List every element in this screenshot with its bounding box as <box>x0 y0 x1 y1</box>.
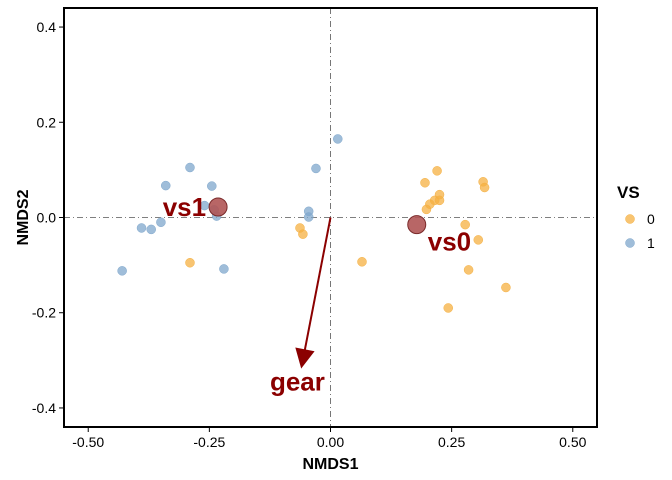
y-tick-label: 0.0 <box>37 210 57 226</box>
gear-vector-arrowhead <box>295 347 315 369</box>
data-point-vs0 <box>434 195 445 206</box>
data-point-vs0 <box>357 257 367 267</box>
data-point-vs0 <box>501 282 511 293</box>
data-point-vs0 <box>421 204 432 215</box>
y-tick-label: 0.2 <box>37 114 57 130</box>
legend-key-0 <box>625 214 635 224</box>
data-point-vs0 <box>479 182 490 193</box>
data-point-vs1 <box>136 223 147 233</box>
x-tick-label: -0.50 <box>72 434 104 450</box>
data-point-vs1 <box>207 181 217 191</box>
y-tick-label: 0.4 <box>37 19 57 35</box>
legend-label-1: 1 <box>647 235 655 251</box>
data-point-vs1 <box>303 212 314 222</box>
x-tick-label: 0.00 <box>317 434 344 450</box>
data-point-vs1 <box>311 163 321 174</box>
gear-vector-line <box>303 217 332 351</box>
gear-vector-label: gear <box>270 366 325 396</box>
x-tick-label: 0.25 <box>438 434 465 450</box>
data-point-vs1 <box>219 264 229 274</box>
data-point-vs1 <box>333 134 343 144</box>
legend-label-0: 0 <box>647 211 655 227</box>
centroid-label-vs1: vs1 <box>163 192 206 222</box>
data-point-vs0 <box>443 303 453 313</box>
data-point-vs0 <box>473 235 484 245</box>
data-point-vs0 <box>185 257 195 268</box>
y-axis-title: NMDS2 <box>15 189 32 245</box>
legend-title: VS <box>617 183 640 202</box>
centroid-vs0 <box>407 215 427 235</box>
centroid-vs1 <box>208 197 228 217</box>
y-tick-label: -0.2 <box>32 305 56 321</box>
data-point-vs1 <box>185 162 195 173</box>
data-point-vs0 <box>432 166 442 176</box>
data-point-vs0 <box>460 219 470 230</box>
legend-key-1 <box>625 238 635 248</box>
x-tick-label: -0.25 <box>193 434 225 450</box>
axis-ticks: -0.50 -0.25 0.00 0.25 0.50 -0.4 -0.2 0.0 0.2 0.4 <box>32 19 587 450</box>
x-tick-label: 0.50 <box>559 434 586 450</box>
data-point-vs1 <box>146 224 156 235</box>
legend: VS 0 1 <box>617 183 655 251</box>
data-point-vs0 <box>420 177 430 188</box>
x-axis-title: NMDS1 <box>302 456 358 473</box>
data-point-vs1 <box>161 180 171 191</box>
data-point-vs0 <box>298 229 308 239</box>
data-point-vs0 <box>463 265 474 275</box>
data-point-vs1 <box>117 266 127 276</box>
y-tick-label: -0.4 <box>32 400 56 416</box>
plot-marks: vs1 vs0 gear <box>64 8 597 427</box>
centroid-label-vs0: vs0 <box>428 227 471 257</box>
data-point-vs1 <box>156 217 166 228</box>
